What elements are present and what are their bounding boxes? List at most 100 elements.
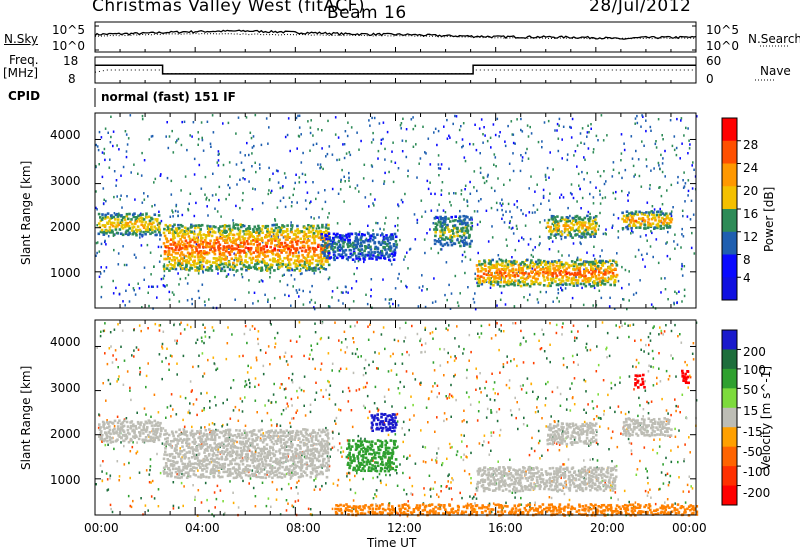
power-cell bbox=[198, 246, 201, 249]
power-cell bbox=[429, 181, 431, 184]
power-cell bbox=[506, 263, 510, 266]
power-cell bbox=[323, 237, 327, 240]
power-cell bbox=[193, 173, 196, 176]
power-cell bbox=[177, 240, 181, 244]
power-cell bbox=[561, 288, 563, 292]
power-cell bbox=[612, 268, 615, 272]
power-cell bbox=[681, 265, 683, 268]
power-cell bbox=[584, 284, 588, 288]
power-cell bbox=[375, 258, 378, 261]
power-cell bbox=[178, 300, 181, 303]
velocity-cell bbox=[604, 481, 606, 484]
power-cell bbox=[657, 210, 660, 213]
power-cell bbox=[439, 242, 443, 246]
velocity-cell bbox=[638, 396, 640, 400]
power-cell bbox=[291, 238, 294, 241]
power-cell bbox=[518, 239, 520, 243]
power-cell bbox=[611, 226, 613, 229]
power-cell bbox=[407, 175, 409, 178]
power-cell bbox=[252, 228, 255, 231]
power-cell bbox=[560, 233, 564, 236]
power-cell bbox=[331, 153, 334, 156]
power-cell bbox=[452, 122, 454, 126]
power-cell bbox=[305, 267, 309, 270]
power-cell bbox=[567, 276, 570, 280]
power-cell bbox=[314, 266, 317, 269]
power-cell bbox=[355, 254, 358, 258]
power-cell bbox=[588, 279, 592, 282]
power-cell bbox=[207, 227, 211, 230]
power-cell bbox=[437, 237, 440, 241]
power-cell bbox=[107, 235, 110, 238]
power-cell bbox=[502, 272, 505, 275]
power-cell bbox=[285, 251, 288, 254]
power-cell bbox=[257, 255, 261, 258]
power-cell bbox=[150, 285, 153, 288]
power-cell bbox=[574, 262, 577, 266]
power-cell bbox=[108, 219, 111, 223]
power-cell bbox=[184, 175, 187, 178]
power-cell bbox=[586, 214, 589, 218]
power-cell bbox=[106, 216, 109, 219]
power-cell bbox=[167, 227, 170, 231]
power-cell bbox=[337, 136, 340, 139]
power-cell bbox=[440, 226, 444, 229]
power-cell bbox=[405, 139, 407, 143]
power-cell bbox=[423, 238, 426, 241]
power-cell bbox=[429, 163, 432, 166]
power-cell bbox=[568, 219, 571, 223]
power-cell bbox=[282, 196, 285, 199]
power-cell bbox=[554, 280, 557, 283]
power-cell bbox=[168, 298, 171, 301]
velocity-cell bbox=[376, 407, 379, 410]
power-cell bbox=[188, 242, 191, 245]
power-cell bbox=[404, 255, 406, 258]
power-cell bbox=[278, 249, 281, 252]
power-cell bbox=[371, 238, 375, 242]
velocity-cell bbox=[475, 388, 477, 391]
velocity-cell bbox=[436, 384, 439, 387]
power-cell bbox=[346, 242, 349, 246]
velocity-cell bbox=[238, 408, 240, 412]
power-cell bbox=[553, 227, 556, 231]
velocity-cell bbox=[649, 339, 652, 342]
power-cell bbox=[504, 259, 508, 263]
velocity-cell bbox=[496, 419, 499, 423]
power-cell bbox=[265, 265, 268, 269]
power-cell bbox=[546, 225, 550, 228]
velocity-cell bbox=[314, 331, 317, 334]
power-cell bbox=[236, 251, 240, 254]
power-cell bbox=[448, 230, 451, 233]
power-cell bbox=[96, 224, 98, 227]
power-cell bbox=[594, 257, 596, 261]
power-cell bbox=[251, 165, 253, 168]
power-cell bbox=[492, 123, 495, 126]
velocity-cell bbox=[545, 397, 547, 400]
power-cell bbox=[194, 245, 198, 249]
power-cell bbox=[267, 298, 269, 301]
power-cell bbox=[328, 212, 330, 215]
power-cell bbox=[155, 233, 158, 237]
velocity-cell bbox=[168, 368, 170, 371]
power-cell bbox=[598, 259, 602, 263]
power-cell bbox=[267, 234, 271, 238]
power-cell bbox=[319, 163, 322, 166]
power-cell bbox=[661, 216, 664, 220]
power-cell bbox=[302, 289, 304, 293]
power-cell bbox=[413, 213, 416, 216]
power-cell bbox=[267, 142, 269, 145]
power-cell bbox=[173, 293, 175, 296]
power-cell bbox=[134, 293, 137, 296]
power-cell bbox=[256, 237, 260, 241]
power-cell bbox=[558, 300, 560, 303]
velocity-cell bbox=[445, 395, 447, 398]
power-cell bbox=[687, 194, 689, 197]
power-cell bbox=[664, 218, 667, 221]
power-cell bbox=[570, 126, 572, 129]
velocity-cell bbox=[447, 351, 449, 355]
power-cell bbox=[223, 224, 227, 227]
power-cell bbox=[517, 279, 520, 282]
power-cell bbox=[466, 229, 470, 232]
velocity-cell bbox=[534, 484, 537, 488]
power-cell bbox=[571, 296, 574, 300]
